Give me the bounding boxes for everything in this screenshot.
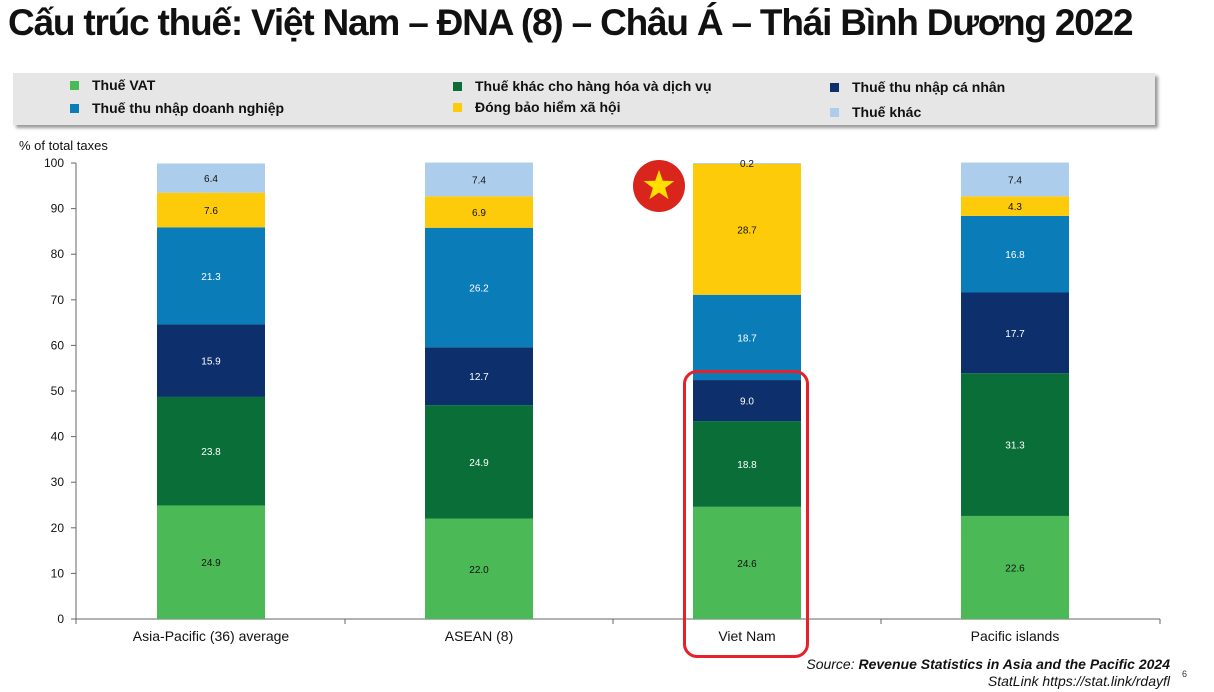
y-tick-label: 10 [51, 566, 65, 580]
bar-segment [693, 294, 801, 381]
source-citation: Source: Revenue Statistics in Asia and t… [806, 656, 1170, 672]
bar-segment [693, 421, 801, 507]
bar-segment [425, 162, 533, 197]
bar-segment [961, 196, 1069, 216]
x-category-label: ASEAN (8) [445, 628, 513, 644]
y-tick-label: 20 [51, 521, 65, 535]
data-label: 7.4 [1008, 175, 1022, 186]
bar-segment [961, 292, 1069, 374]
x-category-label: Viet Nam [718, 628, 775, 644]
data-label: 17.7 [1005, 329, 1025, 340]
legend-label: Đóng bảo hiểm xã hội [475, 99, 621, 115]
source-title: Revenue Statistics in Asia and the Pacif… [858, 656, 1171, 672]
data-label: 22.0 [469, 565, 489, 576]
y-tick-label: 90 [51, 202, 65, 216]
source-prefix: Source: [806, 656, 859, 672]
legend-swatch-pit [830, 82, 839, 92]
data-label: 15.9 [201, 357, 221, 368]
bar-segment [425, 347, 533, 406]
y-tick-label: 60 [51, 338, 65, 352]
data-label: 9.0 [740, 397, 754, 408]
bar-segment [425, 227, 533, 348]
data-label: 7.6 [204, 206, 218, 217]
x-category-label: Asia-Pacific (36) average [133, 628, 290, 644]
data-label: 26.2 [469, 283, 489, 294]
data-label: 7.4 [472, 175, 486, 186]
bar-segment [157, 396, 265, 506]
legend-label: Thuế khác cho hàng hóa và dịch vụ [475, 78, 712, 94]
data-label: 24.6 [737, 559, 757, 570]
data-label: 16.8 [1005, 250, 1025, 261]
data-label: 23.8 [201, 447, 221, 458]
y-axis-label: % of total taxes [19, 138, 108, 153]
data-label: 21.3 [201, 272, 221, 283]
legend-swatch-vat [70, 80, 79, 90]
bar-segment [961, 373, 1069, 516]
legend-swatch-cit [70, 103, 79, 113]
data-label: 31.3 [1005, 441, 1025, 452]
legend-label: Thuế khác [852, 104, 922, 120]
y-tick-label: 70 [51, 293, 65, 307]
bar-segment [693, 380, 801, 422]
bar-segment [693, 163, 801, 164]
chart-legend: Thuế VAT Thuế thu nhập doanh nghiệp Thuế… [13, 73, 1155, 125]
data-label: 12.7 [469, 372, 489, 383]
bar-segment [961, 215, 1069, 293]
legend-item-cit: Thuế thu nhập doanh nghiệp [70, 100, 284, 116]
y-tick-label: 40 [51, 430, 65, 444]
bar-segment [425, 196, 533, 228]
legend-label: Thuế thu nhập cá nhân [852, 79, 1006, 95]
page-title: Cấu trúc thuế: Việt Nam – ĐNA (8) – Châu… [8, 2, 1134, 43]
legend-swatch-other-goods [453, 81, 462, 91]
bar-segment [961, 162, 1069, 197]
bar-segment [961, 515, 1069, 619]
legend-item-other-taxes: Thuế khác [830, 104, 921, 120]
star-icon [643, 169, 675, 200]
bar-segment [425, 518, 533, 619]
data-label: 0.2 [740, 159, 754, 170]
data-label: 28.7 [737, 225, 757, 236]
y-tick-label: 80 [51, 247, 65, 261]
y-tick-label: 0 [57, 612, 64, 626]
legend-item-vat: Thuế VAT [70, 77, 155, 93]
legend-label: Thuế thu nhập doanh nghiệp [92, 100, 285, 116]
bar-segment [157, 227, 265, 325]
data-label: 24.9 [201, 558, 221, 569]
bar-segment [157, 192, 265, 228]
y-tick-label: 50 [51, 384, 65, 398]
data-label: 24.9 [469, 458, 489, 469]
legend-swatch-other-taxes [830, 107, 839, 117]
data-label: 18.7 [737, 333, 757, 344]
bar-segment [425, 405, 533, 519]
vietnam-flag-icon [633, 160, 685, 212]
bar-segment [157, 163, 265, 193]
data-label: 6.4 [204, 174, 218, 185]
bar-segment [693, 163, 801, 295]
legend-item-other-goods: Thuế khác cho hàng hóa và dịch vụ [453, 78, 712, 94]
bar-segment [693, 506, 801, 619]
statlink[interactable]: StatLink https://stat.link/rdayfl [987, 673, 1170, 689]
legend-label: Thuế VAT [92, 77, 156, 93]
legend-swatch-social-security [453, 102, 462, 112]
data-label: 22.6 [1005, 563, 1025, 574]
y-tick-label: 100 [44, 156, 64, 170]
y-tick-label: 30 [51, 475, 65, 489]
legend-item-pit: Thuế thu nhập cá nhân [830, 79, 1005, 95]
vietnam-highlight-box [683, 370, 809, 658]
x-category-label: Pacific islands [971, 628, 1060, 644]
bar-segment [157, 505, 265, 619]
legend-item-social-security: Đóng bảo hiểm xã hội [453, 99, 620, 115]
bar-segment [157, 324, 265, 397]
page-number: 6 [1182, 669, 1188, 679]
data-label: 6.9 [472, 208, 486, 219]
data-label: 4.3 [1008, 202, 1022, 213]
data-label: 18.8 [737, 460, 757, 471]
